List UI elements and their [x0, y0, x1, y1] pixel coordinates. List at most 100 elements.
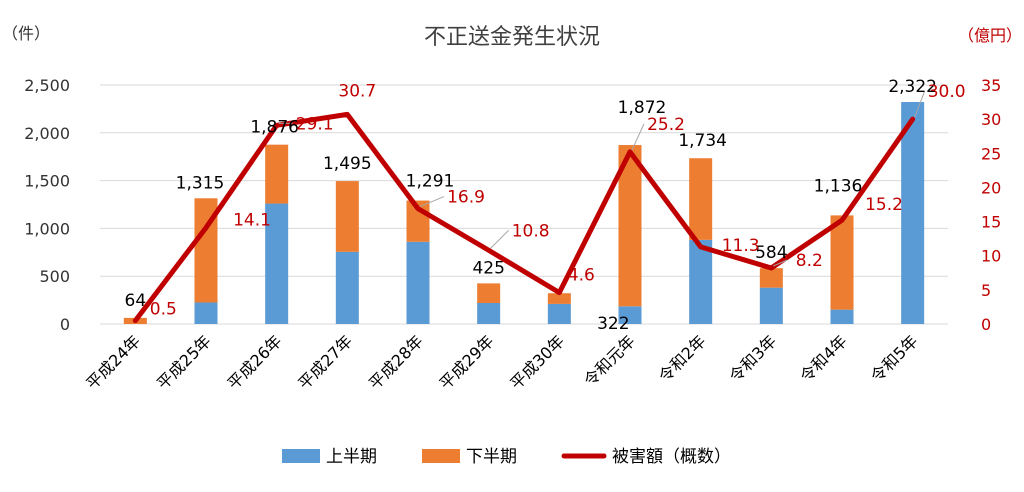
right-tick-label: 5 — [981, 281, 991, 300]
amount-label: 29.1 — [296, 114, 334, 134]
damage-point — [486, 248, 491, 253]
right-tick-label: 15 — [981, 213, 1001, 232]
damage-point — [416, 206, 420, 211]
x-tick-label: 令和元年 — [580, 331, 639, 390]
x-tick-label: 平成24年 — [82, 331, 144, 393]
right-tick-label: 25 — [981, 144, 1001, 163]
left-axis-unit: （件） — [2, 24, 50, 43]
count-label: 64 — [125, 291, 147, 311]
damage-point — [557, 290, 562, 295]
bar-first-half — [689, 239, 713, 324]
left-tick-label: 0 — [60, 315, 70, 334]
damage-point — [345, 112, 350, 117]
amount-label: 25.2 — [647, 115, 685, 135]
bar-second-half — [477, 283, 501, 303]
count-label: 1,495 — [323, 154, 372, 174]
leader-line — [631, 123, 645, 151]
legend-label: 被害額（概数） — [612, 447, 731, 467]
x-tick-label: 令和2年 — [655, 331, 710, 386]
bar-first-half — [335, 251, 359, 324]
damage-point — [769, 266, 774, 271]
x-tick-label: 令和3年 — [726, 331, 781, 386]
leader-line — [490, 229, 510, 249]
bar-first-half — [618, 306, 642, 324]
legend-label: 下半期 — [466, 447, 517, 467]
count-label: 1,876 — [250, 118, 299, 138]
count-label: 425 — [472, 258, 504, 278]
amount-label: 16.9 — [447, 188, 485, 208]
bar-second-half — [194, 198, 218, 303]
amount-label: 8.2 — [796, 251, 823, 271]
left-axis-ticks: 0 500 1,000 1,500 2,000 2,500 — [24, 76, 70, 334]
legend-swatch — [282, 449, 320, 463]
count-label: 1,136 — [814, 176, 863, 196]
count-labels: 64 1,315 1,876 1,495 1,291 425 322 1,872 1,734 58… — [125, 77, 937, 334]
right-tick-label: 10 — [981, 247, 1001, 266]
bar-second-half — [618, 145, 642, 307]
damage-point — [133, 318, 138, 323]
damage-series-line — [132, 111, 916, 324]
bar-first-half — [547, 303, 571, 324]
count-label: 1,734 — [678, 131, 727, 151]
bar-second-half — [335, 181, 359, 252]
left-tick-label: 500 — [39, 267, 70, 286]
count-label: 2,322 — [888, 77, 937, 97]
amount-label: 11.3 — [722, 236, 760, 256]
bar-first-half — [265, 203, 289, 324]
right-tick-label: 35 — [981, 76, 1001, 95]
x-tick-label: 平成28年 — [365, 331, 427, 393]
label-leader-lines — [278, 90, 926, 267]
bar-first-half — [901, 102, 925, 324]
count-label: 1,872 — [618, 98, 667, 118]
right-tick-label: 0 — [981, 315, 991, 334]
count-label: 1,291 — [406, 172, 455, 192]
left-tick-label: 2,000 — [24, 124, 70, 143]
count-label: 584 — [755, 243, 787, 263]
left-tick-label: 1,500 — [24, 172, 70, 191]
left-tick-label: 1,000 — [24, 219, 70, 238]
amount-label: 4.6 — [568, 266, 595, 286]
x-tick-label: 平成29年 — [436, 331, 498, 393]
bar-second-half — [830, 215, 854, 310]
amount-label: 10.8 — [512, 221, 550, 241]
bars — [123, 102, 925, 324]
damage-point — [628, 149, 632, 154]
right-tick-label: 20 — [981, 178, 1001, 197]
left-tick-label: 2,500 — [24, 76, 70, 95]
bar-first-half — [406, 241, 430, 324]
x-tick-label: 令和5年 — [867, 331, 922, 386]
bar-second-half — [759, 268, 783, 288]
bar-second-half — [547, 293, 571, 304]
bar-first-half — [194, 302, 218, 324]
bar-second-half — [689, 158, 713, 240]
right-axis-unit: （億円） — [958, 26, 1022, 45]
damage-line — [132, 111, 916, 324]
amount-label: 30.0 — [928, 82, 966, 102]
x-tick-label: 平成25年 — [153, 331, 215, 393]
amount-label: 15.2 — [865, 195, 903, 215]
amount-label: 30.7 — [338, 81, 376, 101]
leader-line — [773, 259, 788, 267]
gridlines — [100, 84, 948, 325]
damage-point — [274, 123, 279, 128]
legend: 上半期 下半期 被害額（概数） — [282, 447, 731, 467]
x-tick-label: 令和4年 — [796, 331, 851, 386]
chart-title: 不正送金発生状況 — [424, 25, 600, 50]
damage-point — [204, 225, 208, 230]
legend-label: 上半期 — [326, 447, 377, 467]
x-tick-label: 平成26年 — [224, 331, 286, 393]
count-label: 322 — [597, 314, 629, 334]
count-label: 1,315 — [176, 173, 225, 193]
damage-point — [698, 244, 703, 249]
bar-first-half — [759, 287, 783, 324]
x-tick-label: 平成30年 — [506, 331, 568, 393]
bar-first-half — [477, 302, 501, 324]
bar-second-half — [265, 144, 289, 204]
damage-point — [840, 218, 844, 223]
leader-line — [914, 90, 926, 118]
x-tick-label: 平成27年 — [294, 331, 356, 393]
amount-label: 0.5 — [150, 300, 177, 320]
damage-point — [910, 117, 915, 122]
x-axis-ticks: 平成24年 平成25年 平成26年 平成27年 平成28年 平成29年 平成30年 令和元年令… — [82, 331, 921, 393]
